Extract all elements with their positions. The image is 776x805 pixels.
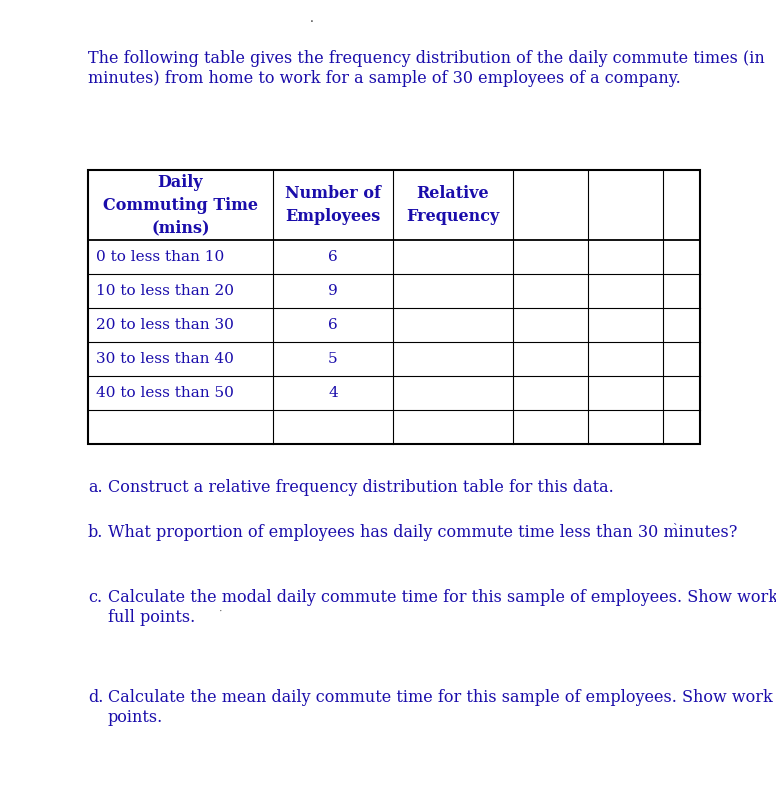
- Text: full points.: full points.: [108, 609, 196, 626]
- Text: 4: 4: [328, 386, 338, 400]
- Text: 6: 6: [328, 250, 338, 264]
- Text: Number of
Employees: Number of Employees: [285, 185, 381, 225]
- Text: c.: c.: [88, 589, 102, 606]
- Text: `: `: [672, 524, 677, 534]
- Text: 40 to less than 50: 40 to less than 50: [96, 386, 234, 400]
- Text: ˙: ˙: [218, 611, 223, 621]
- Text: 30 to less than 40: 30 to less than 40: [96, 352, 234, 366]
- Text: 10 to less than 20: 10 to less than 20: [96, 284, 234, 298]
- Text: points.: points.: [108, 709, 163, 726]
- Text: Construct a relative frequency distribution table for this data.: Construct a relative frequency distribut…: [108, 479, 614, 496]
- Text: Relative
Frequency: Relative Frequency: [407, 185, 500, 225]
- Text: 0 to less than 10: 0 to less than 10: [96, 250, 224, 264]
- Text: Calculate the mean daily commute time for this sample of employees. Show work fo: Calculate the mean daily commute time fo…: [108, 689, 776, 706]
- Text: b.: b.: [88, 524, 103, 541]
- Text: a.: a.: [88, 479, 102, 496]
- Text: 6: 6: [328, 318, 338, 332]
- Text: 9: 9: [328, 284, 338, 298]
- Text: 20 to less than 30: 20 to less than 30: [96, 318, 234, 332]
- Text: .: .: [310, 12, 314, 25]
- Text: The following table gives the frequency distribution of the daily commute times : The following table gives the frequency …: [88, 50, 765, 67]
- Bar: [88, 170, 700, 444]
- Text: What proportion of employees has daily commute time less than 30 minutes?: What proportion of employees has daily c…: [108, 524, 737, 541]
- Text: Daily
Commuting Time
(mins): Daily Commuting Time (mins): [103, 174, 258, 237]
- Text: minutes) from home to work for a sample of 30 employees of a company.: minutes) from home to work for a sample …: [88, 70, 681, 87]
- Text: 5: 5: [328, 352, 338, 366]
- Text: Calculate the modal daily commute time for this sample of employees. Show work f: Calculate the modal daily commute time f…: [108, 589, 776, 606]
- Text: d.: d.: [88, 689, 103, 706]
